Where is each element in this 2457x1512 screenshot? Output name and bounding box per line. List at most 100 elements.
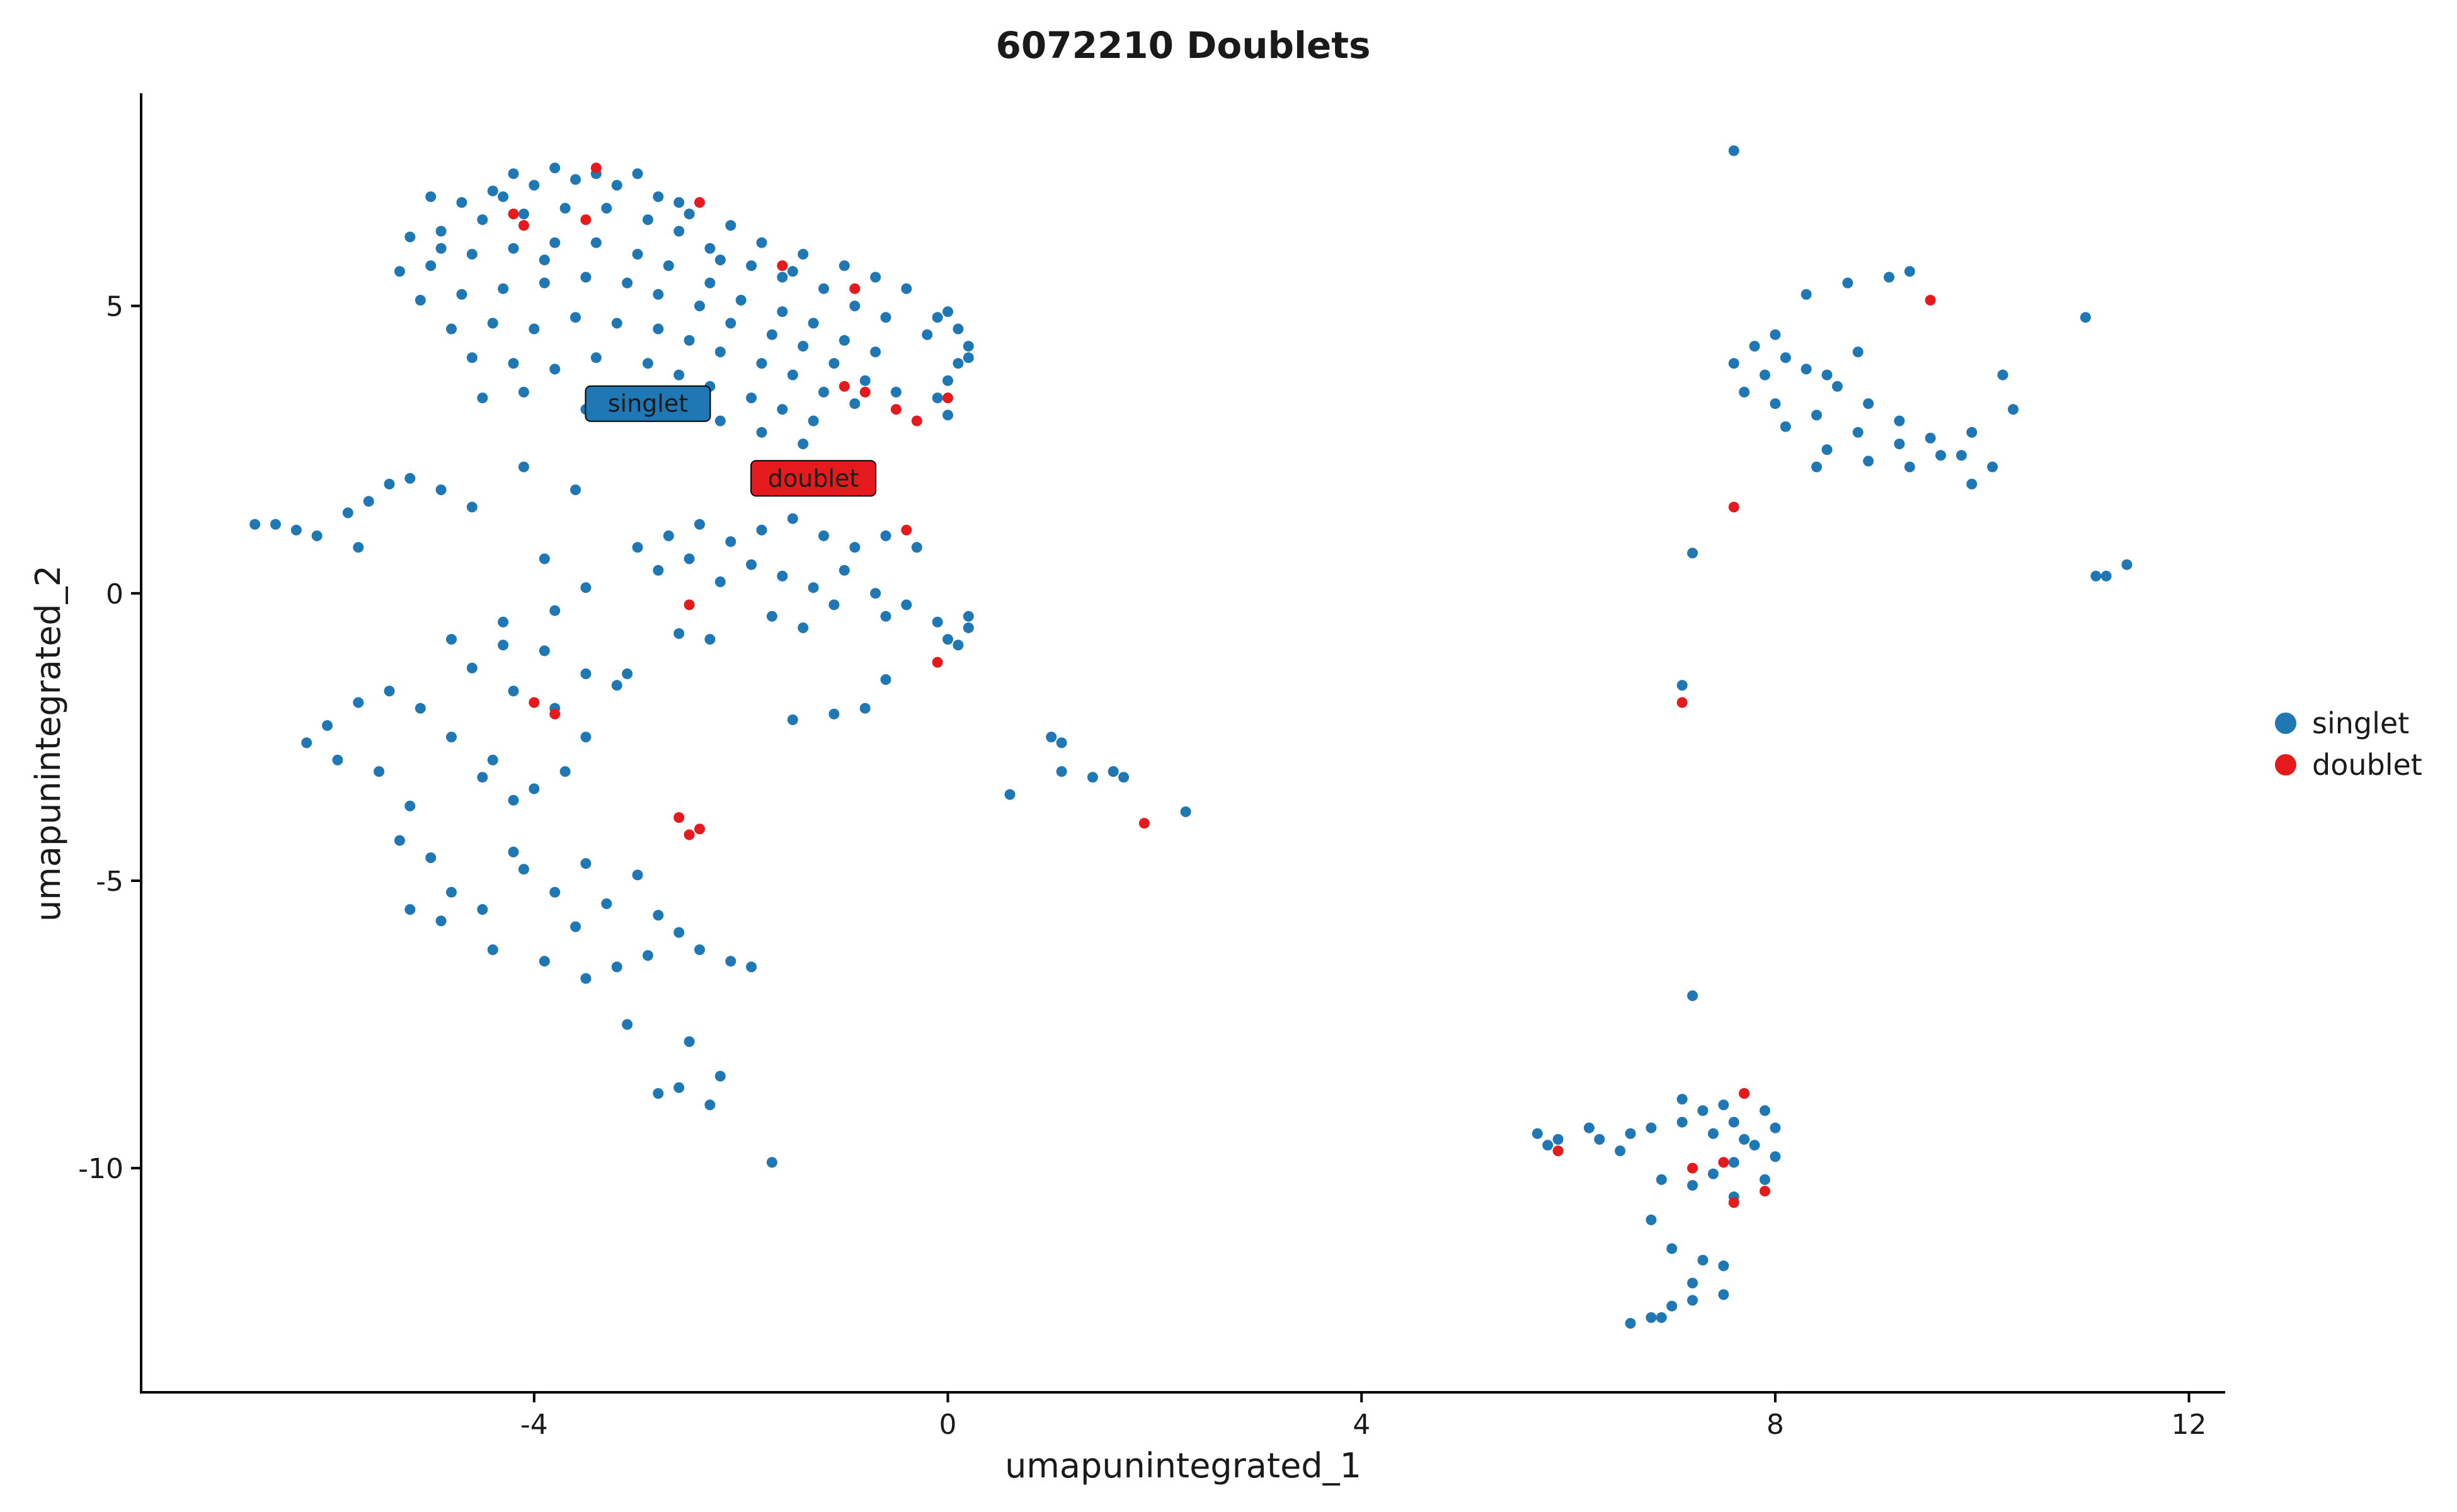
doublet-point bbox=[580, 214, 592, 226]
singlet-point bbox=[704, 634, 716, 645]
singlet-point bbox=[487, 944, 498, 955]
singlet-point bbox=[1759, 1105, 1770, 1116]
singlet-point bbox=[704, 243, 716, 254]
singlet-point bbox=[1718, 1289, 1729, 1300]
singlet-point bbox=[787, 714, 798, 725]
singlet-point bbox=[549, 163, 561, 174]
singlet-point bbox=[859, 702, 871, 714]
singlet-point bbox=[756, 358, 767, 369]
singlet-point bbox=[849, 398, 861, 410]
singlet-point bbox=[622, 1019, 633, 1030]
singlet-point bbox=[2090, 570, 2102, 581]
legend-marker-doublet bbox=[2275, 754, 2296, 776]
singlet-point bbox=[1004, 789, 1016, 800]
singlet-point bbox=[498, 639, 509, 651]
singlet-point bbox=[808, 415, 819, 427]
singlet-point bbox=[808, 318, 819, 329]
singlet-point bbox=[684, 553, 695, 564]
doublet-point bbox=[518, 220, 529, 231]
singlet-point bbox=[1718, 1099, 1729, 1111]
singlet-point bbox=[1925, 432, 1936, 444]
singlet-point bbox=[694, 944, 705, 955]
singlet-point bbox=[725, 956, 736, 967]
singlet-point bbox=[798, 249, 809, 260]
x-tick-label: 4 bbox=[1353, 1409, 1370, 1441]
singlet-point bbox=[590, 352, 602, 364]
singlet-point bbox=[1987, 461, 1998, 472]
y-tick-label: -10 bbox=[78, 1153, 123, 1185]
singlet-point bbox=[539, 956, 550, 967]
singlet-point bbox=[404, 904, 416, 915]
legend: singlet doublet bbox=[2275, 706, 2422, 782]
cluster-label-text: doublet bbox=[768, 464, 859, 492]
singlet-point bbox=[435, 915, 447, 927]
singlet-point bbox=[901, 283, 912, 294]
singlet-point bbox=[756, 524, 767, 536]
singlet-point bbox=[1583, 1122, 1595, 1133]
singlet-point bbox=[1894, 415, 1905, 427]
y-axis-label: umapunintegrated_2 bbox=[28, 565, 68, 922]
doublet-point bbox=[1552, 1145, 1564, 1157]
singlet-point bbox=[1801, 364, 1812, 375]
singlet-point bbox=[498, 616, 509, 627]
singlet-point bbox=[684, 209, 695, 220]
singlet-point bbox=[601, 898, 612, 909]
singlet-point bbox=[301, 737, 312, 748]
singlet-point bbox=[839, 335, 850, 346]
singlet-point bbox=[456, 197, 467, 208]
singlet-point bbox=[570, 921, 581, 932]
singlet-point bbox=[611, 680, 622, 691]
singlet-point bbox=[1687, 1180, 1698, 1191]
legend-label-singlet: singlet bbox=[2312, 706, 2409, 740]
singlet-point bbox=[1759, 1174, 1770, 1185]
singlet-point bbox=[1894, 438, 1905, 450]
singlet-point bbox=[622, 668, 633, 679]
singlet-point bbox=[1842, 277, 1853, 289]
singlet-point bbox=[611, 961, 622, 973]
singlet-point bbox=[932, 392, 943, 404]
singlet-point bbox=[1532, 1128, 1543, 1139]
singlet-point bbox=[953, 323, 964, 335]
singlet-point bbox=[942, 306, 953, 318]
singlet-point bbox=[746, 260, 757, 272]
singlet-point bbox=[508, 685, 519, 697]
singlet-point bbox=[1656, 1312, 1667, 1323]
singlet-point bbox=[1739, 1134, 1750, 1145]
cluster-label-box bbox=[585, 385, 711, 422]
singlet-point bbox=[384, 685, 395, 697]
singlet-point bbox=[498, 283, 509, 294]
singlet-point bbox=[714, 1070, 726, 1082]
singlet-point bbox=[415, 702, 426, 714]
doublet-point bbox=[590, 163, 602, 174]
singlet-point bbox=[922, 329, 933, 340]
singlet-point bbox=[549, 886, 561, 898]
singlet-point bbox=[828, 599, 840, 610]
doublet-point bbox=[1925, 295, 1936, 306]
singlet-point bbox=[518, 209, 529, 220]
singlet-point bbox=[1707, 1128, 1719, 1139]
singlet-point bbox=[477, 214, 488, 226]
singlet-point bbox=[549, 605, 561, 616]
singlet-point bbox=[632, 542, 643, 553]
singlet-point bbox=[446, 323, 457, 335]
singlet-point bbox=[632, 869, 643, 881]
ticks-layer: -4 0 4 8 12 5 0 -5 -10 bbox=[78, 291, 2206, 1441]
singlet-point bbox=[580, 668, 592, 679]
singlet-point bbox=[590, 237, 602, 248]
singlet-point bbox=[725, 318, 736, 329]
singlet-point bbox=[1676, 680, 1688, 691]
singlet-point bbox=[1770, 1122, 1781, 1133]
singlet-point bbox=[549, 364, 561, 375]
singlet-point bbox=[611, 318, 622, 329]
x-tick-label: 0 bbox=[939, 1409, 957, 1441]
doublet-point bbox=[859, 386, 871, 398]
singlet-point bbox=[384, 478, 395, 490]
singlet-point bbox=[404, 231, 416, 243]
singlet-point bbox=[673, 197, 685, 208]
singlet-point bbox=[963, 622, 974, 633]
singlet-point bbox=[704, 1099, 716, 1111]
doublet-point bbox=[1728, 501, 1739, 513]
singlet-point bbox=[653, 289, 664, 300]
singlet-point bbox=[1863, 398, 1874, 410]
